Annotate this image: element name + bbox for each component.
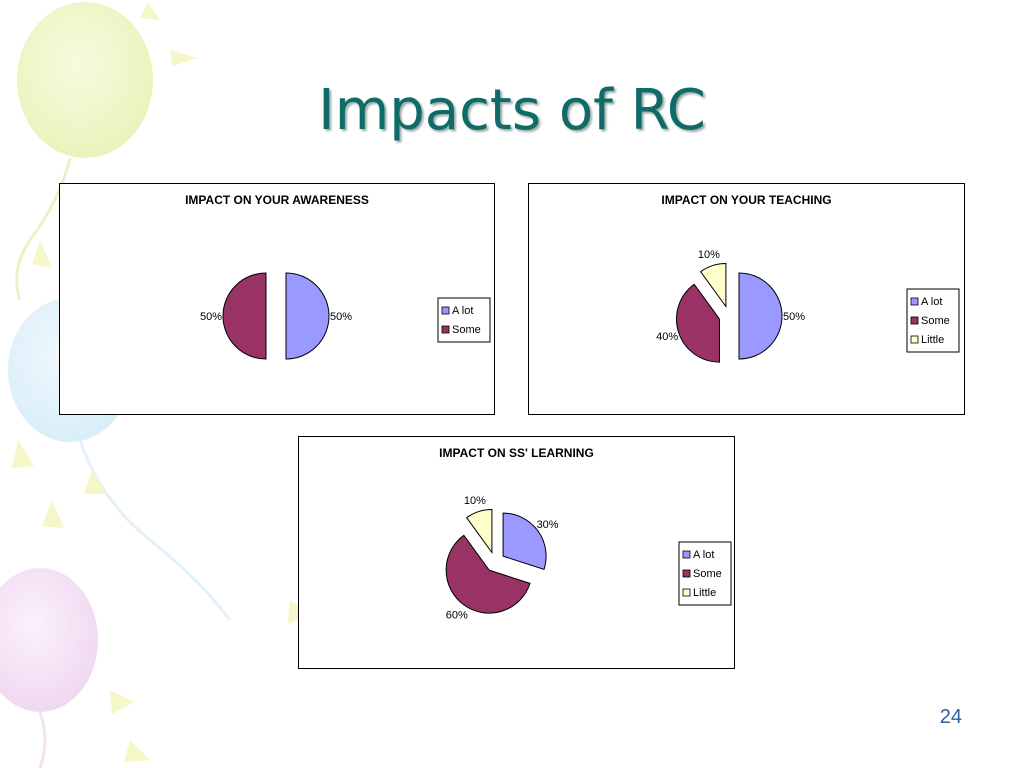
page-number: 24 [939,706,962,728]
chart-panel-awareness: IMPACT ON YOUR AWARENESS 50% 50% A lot Some [59,183,495,415]
legend-swatch-a-lot [910,297,919,306]
legend-label-little: Little [921,334,944,346]
legend-swatch-a-lot [682,550,691,559]
legend-swatch-a-lot [441,306,450,315]
data-label-a-lot: 30% [537,519,559,531]
data-label-little: 10% [464,495,486,507]
legend-swatch-some [910,316,919,325]
pie-slice-a-lot [738,272,783,360]
legend-label-little: Little [693,587,716,599]
chart-title: IMPACT ON YOUR AWARENESS [185,193,369,207]
pie-slice-some [445,534,531,614]
data-label-some: 40% [656,331,678,343]
legend-swatch-some [682,569,691,578]
chart-title: IMPACT ON SS' LEARNING [439,446,594,460]
legend-swatch-little [682,588,691,597]
data-label-some: 60% [446,610,468,622]
pie-slice-a-lot [285,272,330,360]
slide-title: Impacts of RC [318,78,706,143]
legend-label-a-lot: A lot [693,549,714,561]
legend-label-some: Some [921,315,950,327]
pink-balloon [0,568,98,712]
pie-slice-a-lot [502,512,547,571]
legend-box [437,297,491,343]
legend-swatch-some [441,325,450,334]
legend-label-a-lot: A lot [452,305,473,317]
legend-swatch-little [910,335,919,344]
data-label-some: 50% [200,311,222,323]
pie-slice-little [699,262,727,309]
legend-label-a-lot: A lot [921,296,942,308]
pie-slice-some [676,283,720,363]
data-label-little: 10% [698,249,720,261]
pie-chart-teaching: IMPACT ON YOUR TEACHING 50% 40% 10% A lot Som… [656,193,960,363]
chart-panel-learning: IMPACT ON SS' LEARNING 30% 60% 10% A lot Some… [298,436,735,669]
legend-label-some: Some [693,568,722,580]
legend-label-some: Some [452,324,481,336]
green-balloon [17,2,153,158]
pie-slice-some [222,272,267,360]
pie-chart-learning: IMPACT ON SS' LEARNING 30% 60% 10% A lot Some… [439,446,732,622]
chart-title: IMPACT ON YOUR TEACHING [661,193,831,207]
pie-chart-awareness: IMPACT ON YOUR AWARENESS 50% 50% A lot Some [185,193,491,360]
data-label-a-lot: 50% [330,311,352,323]
pie-slice-little [465,508,493,555]
data-label-a-lot: 50% [783,311,805,323]
chart-panel-teaching: IMPACT ON YOUR TEACHING 50% 40% 10% A lot Som… [528,183,965,415]
